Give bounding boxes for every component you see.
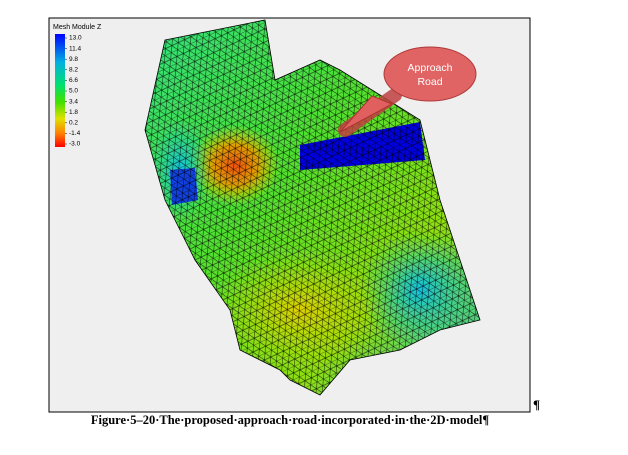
- callout-text: Approach: [408, 62, 453, 74]
- legend-label: 9.8: [69, 56, 78, 63]
- callout: [383, 46, 477, 102]
- legend-label: 11.4: [69, 45, 82, 52]
- legend-title: Mesh Module Z: [53, 24, 102, 31]
- callout-tail: [339, 95, 394, 133]
- legend-label: 8.2: [69, 67, 78, 74]
- legend-label: 13.0: [69, 35, 82, 42]
- callout-text: Road: [417, 76, 442, 88]
- pilcrow: ¶: [533, 397, 541, 412]
- legend-label: 3.4: [69, 98, 78, 105]
- legend-label: -3.0: [69, 141, 81, 148]
- legend-label: 6.6: [69, 77, 78, 84]
- caption: Figure·5–20·The·proposed·approach·road·i…: [90, 413, 490, 427]
- legend-label: -1.4: [69, 130, 81, 137]
- legend-label: 0.2: [69, 120, 78, 127]
- color-bar: [55, 34, 65, 147]
- legend-label: 5.0: [69, 88, 78, 95]
- legend-label: 1.8: [69, 109, 78, 116]
